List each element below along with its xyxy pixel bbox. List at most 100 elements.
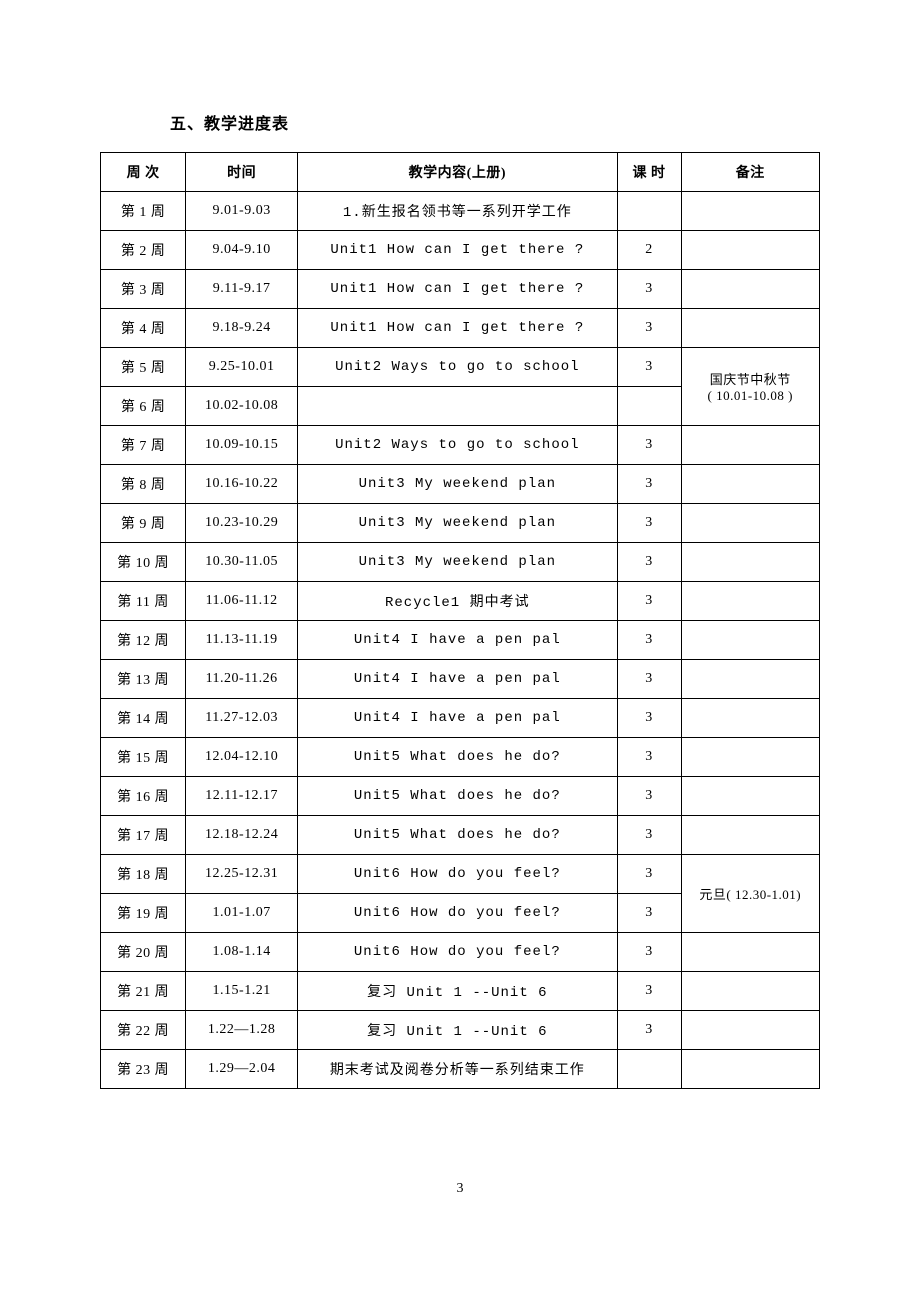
cell-content: Unit2 Ways to go to school (298, 348, 618, 387)
table-row: 第 9 周 10.23-10.29 Unit3 My weekend plan … (101, 504, 820, 543)
cell-week: 第 20 周 (101, 933, 186, 972)
cell-notes (681, 270, 820, 309)
table-row: 第 4 周 9.18-9.24 Unit1 How can I get ther… (101, 309, 820, 348)
cell-time: 10.02-10.08 (186, 387, 298, 426)
cell-time: 9.18-9.24 (186, 309, 298, 348)
cell-time: 11.06-11.12 (186, 582, 298, 621)
cell-hours: 2 (617, 231, 681, 270)
cell-hours: 3 (617, 855, 681, 894)
cell-week: 第 16 周 (101, 777, 186, 816)
cell-week: 第 3 周 (101, 270, 186, 309)
cell-content: 复习 Unit 1 --Unit 6 (298, 972, 618, 1011)
cell-notes-merged: 元旦( 12.30-1.01) (681, 855, 820, 933)
cell-week: 第 2 周 (101, 231, 186, 270)
cell-notes (681, 231, 820, 270)
table-row: 第 2 周 9.04-9.10 Unit1 How can I get ther… (101, 231, 820, 270)
table-row: 第 10 周 10.30-11.05 Unit3 My weekend plan… (101, 543, 820, 582)
table-row: 第 18 周 12.25-12.31 Unit6 How do you feel… (101, 855, 820, 894)
cell-week: 第 10 周 (101, 543, 186, 582)
cell-content: 复习 Unit 1 --Unit 6 (298, 1011, 618, 1050)
cell-week: 第 15 周 (101, 738, 186, 777)
cell-notes (681, 660, 820, 699)
table-row: 第 15 周 12.04-12.10 Unit5 What does he do… (101, 738, 820, 777)
table-row: 第 5 周 9.25-10.01 Unit2 Ways to go to sch… (101, 348, 820, 387)
cell-notes (681, 309, 820, 348)
cell-hours: 3 (617, 543, 681, 582)
holiday-dates: ( 10.01-10.08 ) (708, 388, 794, 403)
cell-content: Unit6 How do you feel? (298, 855, 618, 894)
cell-time: 12.18-12.24 (186, 816, 298, 855)
header-notes: 备注 (681, 153, 820, 192)
cell-time: 9.04-9.10 (186, 231, 298, 270)
header-week: 周 次 (101, 153, 186, 192)
table-row: 第 17 周 12.18-12.24 Unit5 What does he do… (101, 816, 820, 855)
cell-content: 1.新生报名领书等一系列开学工作 (298, 192, 618, 231)
cell-time: 12.11-12.17 (186, 777, 298, 816)
cell-notes (681, 192, 820, 231)
cell-notes (681, 504, 820, 543)
cell-content: Unit5 What does he do? (298, 777, 618, 816)
cell-time: 9.25-10.01 (186, 348, 298, 387)
cell-week: 第 12 周 (101, 621, 186, 660)
cell-time: 10.30-11.05 (186, 543, 298, 582)
cell-hours: 3 (617, 504, 681, 543)
schedule-table: 周 次 时间 教学内容(上册) 课 时 备注 第 1 周 9.01-9.03 1… (100, 152, 820, 1089)
cell-content: Unit1 How can I get there ? (298, 270, 618, 309)
cell-week: 第 13 周 (101, 660, 186, 699)
table-row: 第 12 周 11.13-11.19 Unit4 I have a pen pa… (101, 621, 820, 660)
cell-notes (681, 1011, 820, 1050)
header-time: 时间 (186, 153, 298, 192)
table-row: 第 7 周 10.09-10.15 Unit2 Ways to go to sc… (101, 426, 820, 465)
cell-hours: 3 (617, 777, 681, 816)
cell-hours: 3 (617, 309, 681, 348)
cell-time: 1.22—1.28 (186, 1011, 298, 1050)
cell-notes (681, 972, 820, 1011)
cell-content: Recycle1 期中考试 (298, 582, 618, 621)
cell-hours (617, 1050, 681, 1089)
cell-hours: 3 (617, 582, 681, 621)
cell-notes (681, 1050, 820, 1089)
cell-time: 10.16-10.22 (186, 465, 298, 504)
section-title: 五、教学进度表 (170, 110, 820, 134)
cell-time: 1.08-1.14 (186, 933, 298, 972)
cell-content: Unit5 What does he do? (298, 738, 618, 777)
cell-hours: 3 (617, 699, 681, 738)
cell-week: 第 19 周 (101, 894, 186, 933)
cell-time: 9.11-9.17 (186, 270, 298, 309)
cell-hours: 3 (617, 972, 681, 1011)
cell-content: Unit5 What does he do? (298, 816, 618, 855)
cell-hours: 3 (617, 270, 681, 309)
cell-hours: 3 (617, 933, 681, 972)
page-number: 3 (0, 1181, 920, 1197)
cell-time: 1.15-1.21 (186, 972, 298, 1011)
cell-hours: 3 (617, 738, 681, 777)
table-row: 第 20 周 1.08-1.14 Unit6 How do you feel? … (101, 933, 820, 972)
cell-content: Unit4 I have a pen pal (298, 699, 618, 738)
table-row: 第 11 周 11.06-11.12 Recycle1 期中考试 3 (101, 582, 820, 621)
cell-content: Unit3 My weekend plan (298, 504, 618, 543)
cell-notes (681, 738, 820, 777)
cell-content: Unit3 My weekend plan (298, 543, 618, 582)
cell-week: 第 4 周 (101, 309, 186, 348)
cell-hours: 3 (617, 621, 681, 660)
cell-notes (681, 426, 820, 465)
header-hours: 课 时 (617, 153, 681, 192)
cell-time: 10.23-10.29 (186, 504, 298, 543)
cell-time: 11.27-12.03 (186, 699, 298, 738)
cell-notes (681, 933, 820, 972)
cell-notes (681, 816, 820, 855)
cell-time: 1.01-1.07 (186, 894, 298, 933)
table-row: 第 21 周 1.15-1.21 复习 Unit 1 --Unit 6 3 (101, 972, 820, 1011)
cell-content: Unit6 How do you feel? (298, 933, 618, 972)
cell-notes (681, 699, 820, 738)
table-row: 第 13 周 11.20-11.26 Unit4 I have a pen pa… (101, 660, 820, 699)
cell-time: 10.09-10.15 (186, 426, 298, 465)
cell-week: 第 9 周 (101, 504, 186, 543)
cell-week: 第 8 周 (101, 465, 186, 504)
cell-time: 9.01-9.03 (186, 192, 298, 231)
cell-week: 第 18 周 (101, 855, 186, 894)
cell-notes-merged: 国庆节中秋节 ( 10.01-10.08 ) (681, 348, 820, 426)
cell-time: 12.25-12.31 (186, 855, 298, 894)
cell-content: Unit4 I have a pen pal (298, 621, 618, 660)
cell-time: 12.04-12.10 (186, 738, 298, 777)
